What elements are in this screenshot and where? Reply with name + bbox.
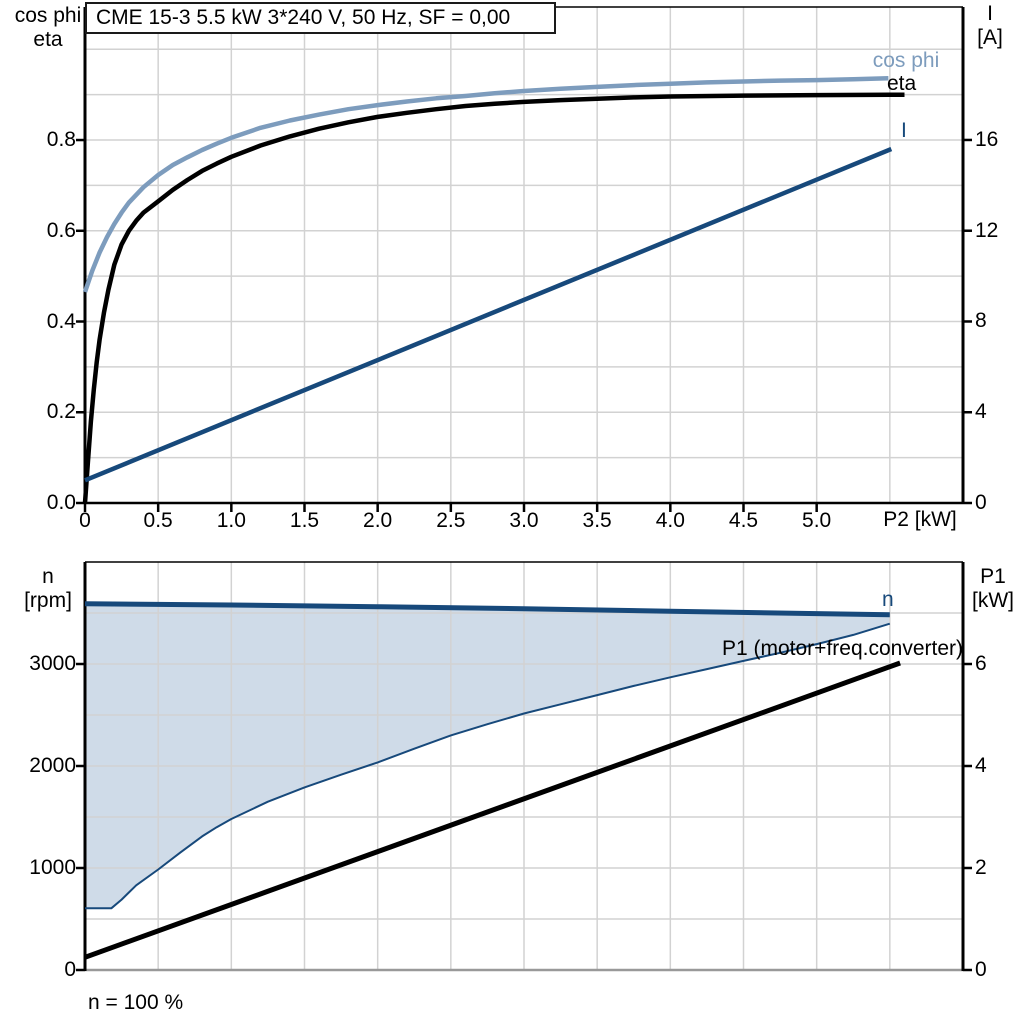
p1-curve [84, 660, 901, 960]
right-tick-label: 6 [975, 652, 987, 675]
axis-title-current-unit: [A] [977, 26, 1003, 49]
x-tick-label: 2.5 [436, 509, 466, 532]
bottom-left-axis-title: n [rpm] [12, 565, 84, 613]
axis-title-n-unit: [rpm] [24, 589, 72, 612]
curve-label-n: n [882, 588, 894, 611]
right-tick-label: 4 [975, 400, 987, 424]
left-tick-label: 0.6 [46, 218, 76, 242]
curve-label-p1: P1 (motor+freq.converter) [721, 637, 963, 660]
x-tick-label: 4.0 [655, 509, 685, 532]
eta-curve [82, 92, 905, 504]
right-tick-label: 12 [975, 218, 999, 242]
n-min-curve [85, 622, 891, 910]
x-tick-label: 4.5 [728, 509, 759, 532]
axis-title-cos-phi: cos phi [14, 4, 82, 27]
top-left-axis-title: cos phi eta [8, 4, 88, 52]
chart-title-box: CME 15-3 5.5 kW 3*240 V, 50 Hz, SF = 0,0… [85, 2, 556, 34]
left-tick-label: 0.2 [46, 400, 76, 424]
bottom-right-axis-title: P1 [kW] [964, 565, 1022, 613]
left-tick-label: 2000 [29, 754, 76, 777]
n-curve [84, 601, 890, 618]
axis-title-p1: P1 [980, 565, 1006, 588]
right-tick-label: 8 [975, 309, 987, 333]
left-tick-label: 0.0 [46, 491, 76, 514]
operating-range-band [85, 603, 890, 909]
right-tick-label: 2 [975, 856, 987, 879]
speed-note: n = 100 % [88, 991, 184, 1014]
top-right-axis-title: I [A] [962, 2, 1018, 50]
current-curve [84, 146, 893, 483]
x-tick-label: 0.5 [143, 509, 173, 532]
x-tick-label: 3.0 [509, 509, 539, 532]
chart-title: CME 15-3 5.5 kW 3*240 V, 50 Hz, SF = 0,0… [96, 6, 511, 29]
cos-phi-curve [82, 76, 889, 293]
right-tick-label: 4 [975, 754, 987, 777]
x-tick-label: 0 [79, 509, 91, 532]
left-tick-label: 1000 [29, 856, 76, 879]
right-tick-label: 0 [975, 491, 987, 514]
x-tick-label: 2.0 [363, 509, 393, 532]
left-tick-label: 0.8 [46, 128, 76, 152]
axis-title-p1-unit: [kW] [972, 589, 1014, 612]
axis-title-n: n [42, 565, 54, 588]
left-tick-label: 0 [64, 958, 76, 981]
x-tick-label: 3.5 [582, 509, 612, 532]
left-tick-label: 3000 [29, 652, 76, 675]
x-tick-label: 1.0 [216, 509, 246, 532]
x-tick-label: 5.0 [802, 509, 832, 532]
right-tick-label: 0 [975, 958, 987, 981]
axis-title-current: I [987, 2, 993, 25]
top-x-axis-title: P2 [kW] [883, 508, 957, 531]
right-tick-label: 16 [975, 127, 999, 151]
axis-title-eta: eta [33, 28, 63, 51]
left-tick-label: 0.4 [46, 309, 76, 333]
curve-label-current: I [901, 119, 907, 142]
curve-label-eta: eta [887, 72, 917, 95]
curve-label-cos-phi: cos phi [872, 49, 940, 72]
x-tick-label: 1.5 [289, 509, 320, 532]
